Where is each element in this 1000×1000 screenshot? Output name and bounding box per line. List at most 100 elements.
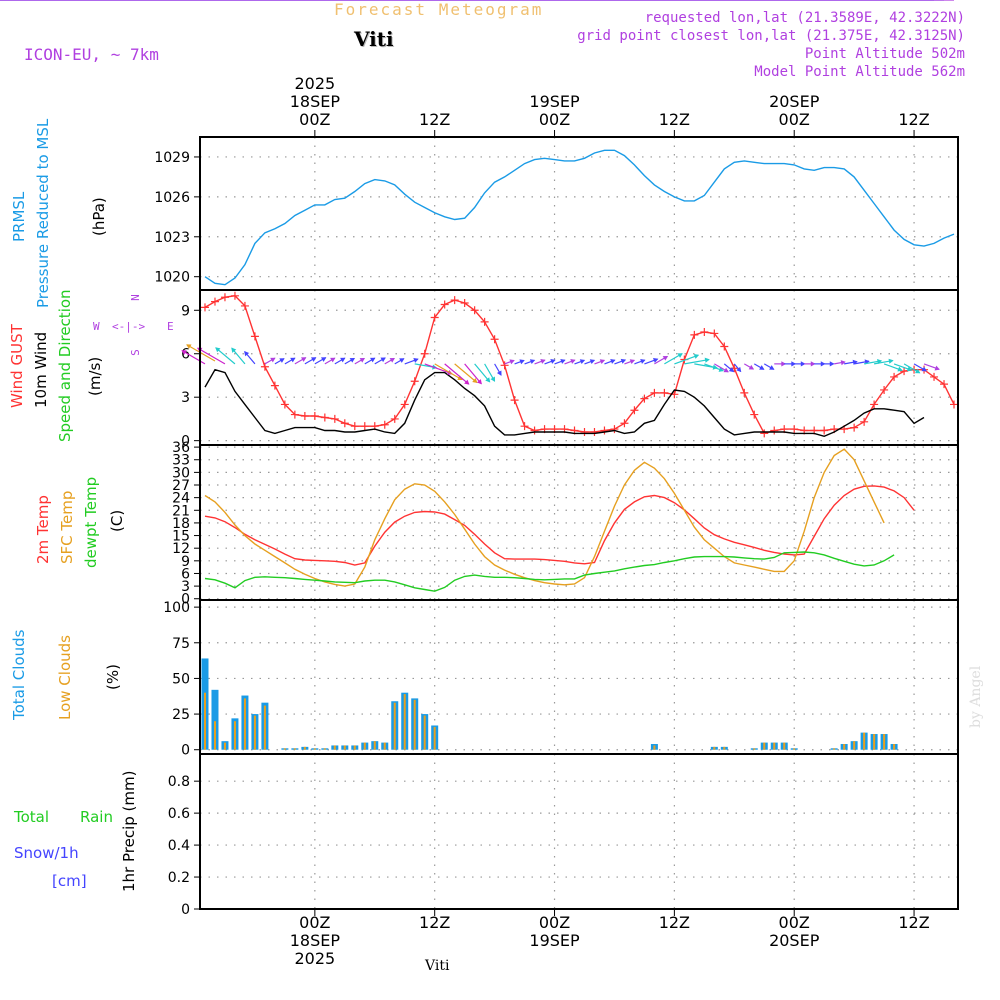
precip-cm-label: [cm] xyxy=(52,872,87,890)
clouds-low-label: Low Clouds xyxy=(56,635,74,720)
gust-marker xyxy=(790,425,799,434)
wind-arrowhead xyxy=(301,357,307,362)
bar-total-clouds xyxy=(321,748,329,750)
wind-arrowhead xyxy=(560,359,566,364)
wind-arrow xyxy=(284,357,296,365)
wind-arrow xyxy=(384,357,395,365)
time-label: 20SEP 00Z xyxy=(754,93,834,129)
series-line-10m-wind xyxy=(204,368,925,438)
wind-arrowhead xyxy=(215,347,221,353)
wind-arrowhead xyxy=(509,359,515,365)
clouds-total-label: Total Clouds xyxy=(10,629,28,720)
wind-arrowhead xyxy=(476,379,482,385)
bar-low-clouds xyxy=(383,742,386,750)
gust-marker xyxy=(450,296,459,305)
wind-arrowhead xyxy=(712,364,718,370)
gust-marker xyxy=(240,301,249,310)
wind-arrowhead xyxy=(464,379,470,385)
footer-location: Viti xyxy=(425,958,450,974)
point-altitude: Point Altitude 502m xyxy=(804,46,965,62)
gust-marker xyxy=(520,422,529,431)
wind-arrowhead xyxy=(800,361,806,367)
wind-arrowhead xyxy=(340,357,346,363)
wind-arrow xyxy=(464,363,482,385)
gust-marker xyxy=(820,426,829,435)
bar-total-clouds xyxy=(790,748,798,750)
wind-arrowhead xyxy=(620,358,627,364)
gust-marker xyxy=(320,413,329,422)
gust-marker xyxy=(600,426,609,435)
time-label-line: 00Z xyxy=(778,913,810,932)
bar-low-clouds xyxy=(653,745,656,750)
temp-2m-label: 2m Temp xyxy=(34,495,52,564)
bar-low-clouds xyxy=(263,705,266,750)
wind-arrowhead xyxy=(934,365,940,371)
bar-total-clouds xyxy=(311,748,319,750)
y-tick-label: 75 xyxy=(172,636,190,652)
gust-marker xyxy=(950,400,959,409)
bar-low-clouds xyxy=(783,742,786,750)
wind-arrow xyxy=(514,359,525,365)
bar-low-clouds xyxy=(393,702,396,750)
requested-coords: requested lon,lat (21.3589E, 42.3222N) xyxy=(644,10,965,26)
y-tick-label: 0 xyxy=(181,902,190,918)
clouds-unit: (%) xyxy=(104,664,122,690)
bar-low-clouds xyxy=(373,741,376,750)
model-label: ICON-EU, ~ 7km xyxy=(24,45,159,64)
gust-marker xyxy=(780,425,789,434)
time-label-line: 12Z xyxy=(898,110,930,129)
wind-arrowhead xyxy=(736,366,742,373)
gust-marker xyxy=(810,426,819,435)
y-tick-label: 12 xyxy=(172,541,190,557)
precip-rain-label: Rain xyxy=(80,808,113,826)
compass-n: N xyxy=(128,294,142,301)
bar-total-clouds xyxy=(361,742,369,750)
gust-marker xyxy=(440,300,449,309)
bar-total-clouds xyxy=(281,748,289,750)
wind-arrowhead xyxy=(599,359,606,365)
pressure-label-a: PRMSL xyxy=(10,191,28,242)
bar-total-clouds xyxy=(431,725,439,750)
gust-marker xyxy=(340,419,349,428)
wind-arrow xyxy=(264,357,276,365)
wind-arrowhead xyxy=(589,359,596,365)
wind-arrowhead xyxy=(748,364,755,370)
wind-arrow xyxy=(674,354,699,365)
bar-low-clouds xyxy=(333,745,336,750)
wind-arrow xyxy=(874,359,893,365)
wind-arrowhead xyxy=(629,359,636,365)
gust-marker xyxy=(410,377,419,386)
gust-marker xyxy=(870,400,879,409)
wind-arrow xyxy=(854,360,870,365)
wind-arrowhead xyxy=(570,359,576,364)
bar-total-clouds xyxy=(341,745,349,750)
wind-arrow xyxy=(644,358,658,365)
wind-arrowhead xyxy=(888,358,894,364)
wind-arrow xyxy=(544,359,556,365)
gust-marker xyxy=(310,412,319,421)
y-tick-label: 0 xyxy=(181,434,190,450)
wind-arrowhead xyxy=(640,359,646,364)
y-tick-label: 36 xyxy=(172,440,190,456)
y-tick-label: 50 xyxy=(172,671,190,687)
y-tick-label: 1020 xyxy=(154,270,190,286)
wind-arrowhead xyxy=(432,364,438,370)
time-label-line: 00Z xyxy=(299,110,331,129)
gust-marker xyxy=(940,380,949,389)
time-label: 12Z xyxy=(634,111,714,129)
gust-marker xyxy=(720,342,729,351)
bar-low-clouds xyxy=(713,746,716,750)
gust-marker xyxy=(270,381,279,390)
gust-marker xyxy=(740,388,749,397)
wind-arrow xyxy=(504,359,515,365)
temp-sfc-label: SFC Temp xyxy=(58,490,76,564)
time-label-line: 12Z xyxy=(658,110,691,129)
wind-arrowhead xyxy=(447,370,453,375)
wind-arrowhead xyxy=(653,357,659,363)
wind-arrow xyxy=(564,359,576,365)
wind-arrowhead xyxy=(279,358,285,363)
wind-arrowhead xyxy=(769,365,775,370)
bar-low-clouds xyxy=(303,746,306,750)
bar-low-clouds xyxy=(873,734,876,750)
gust-marker xyxy=(680,355,689,364)
